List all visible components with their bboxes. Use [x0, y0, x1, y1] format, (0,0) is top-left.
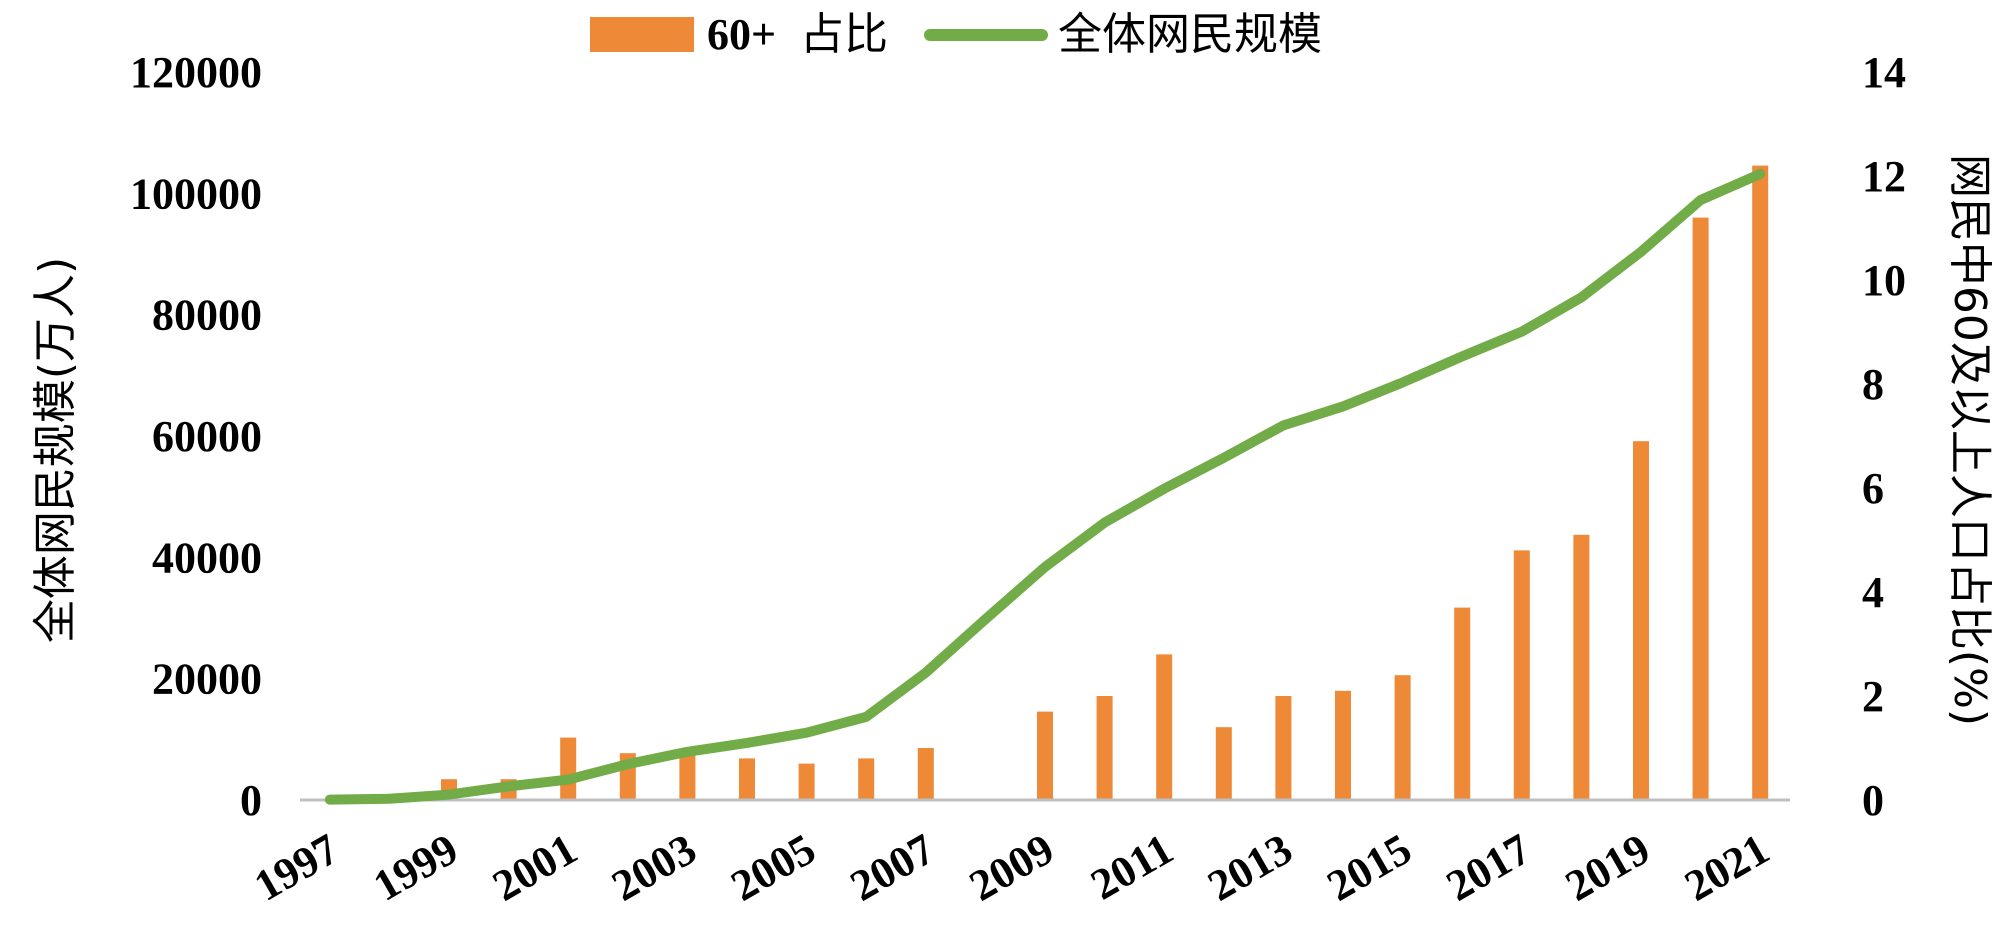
legend-label-bar-prefix: 60+ [707, 10, 776, 59]
x-tick-label: 2009 [961, 824, 1062, 910]
x-tick-label: 2017 [1438, 824, 1539, 910]
y-left-tick-labels: 0 20000 40000 60000 80000 100000 120000 [130, 48, 262, 825]
x-tick-label: 2021 [1676, 824, 1777, 910]
y-right-tick-label: 2 [1862, 672, 1884, 721]
x-tick-labels: 1997 1999 2001 2003 2005 2007 2009 2011 … [246, 824, 1777, 910]
y-right-tick-label: 0 [1862, 776, 1884, 825]
y-left-tick-label: 40000 [152, 533, 262, 582]
x-tick-label: 2013 [1200, 824, 1301, 910]
bar [1037, 711, 1053, 800]
x-tick-label: 2005 [723, 824, 824, 910]
y-left-tick-label: 0 [240, 776, 262, 825]
y-right-tick-label: 4 [1862, 568, 1884, 617]
bar [1215, 727, 1232, 800]
x-tick-label: 2003 [604, 824, 705, 910]
bar [1335, 690, 1351, 800]
bar [1156, 654, 1173, 800]
bar [1513, 550, 1530, 800]
bar [1275, 696, 1292, 800]
bar [679, 753, 696, 800]
line-series [324, 168, 1766, 805]
bar [1633, 441, 1649, 800]
y-right-tick-label: 14 [1862, 48, 1906, 97]
y-left-tick-label: 60000 [152, 412, 262, 461]
y-left-tick-label: 120000 [130, 48, 262, 97]
bar [739, 758, 755, 800]
legend: 60+ 占比 全体网民规模 [590, 9, 1322, 60]
y-left-tick-label: 20000 [152, 655, 262, 704]
bar-series [441, 165, 1769, 801]
y-left-tick-label: 80000 [152, 291, 262, 340]
x-tick-label: 1997 [246, 824, 347, 910]
x-tick-label: 1999 [365, 824, 466, 910]
legend-label-bar-suffix: 占比 [800, 9, 888, 60]
y-right-tick-label: 8 [1862, 360, 1884, 409]
x-tick-label: 2007 [842, 824, 943, 910]
bar [917, 748, 934, 800]
x-tick-label: 2011 [1083, 824, 1182, 909]
legend-swatch-bar [590, 17, 694, 52]
bar [1394, 675, 1411, 800]
y-left-tick-label: 100000 [130, 169, 262, 218]
y-left-axis-title: 全体网民规模(万人) [30, 257, 81, 643]
y-right-axis-title: 网民中60及以上人口占比(%) [1944, 154, 1995, 726]
bar [858, 758, 875, 800]
bar [560, 737, 577, 800]
bar [798, 763, 815, 800]
y-right-tick-labels: 0 2 4 6 8 10 12 14 [1862, 48, 1906, 825]
bar [1096, 696, 1113, 800]
y-right-tick-label: 6 [1862, 464, 1884, 513]
x-tick-label: 2001 [484, 824, 585, 910]
bar [1454, 607, 1471, 800]
legend-label-line: 全体网民规模 [1058, 9, 1322, 60]
bar [1692, 217, 1709, 801]
y-right-tick-label: 12 [1862, 152, 1906, 201]
bar [1752, 165, 1769, 801]
x-tick-label: 2015 [1319, 824, 1420, 910]
y-right-tick-label: 10 [1862, 256, 1906, 305]
x-tick-label: 2019 [1557, 824, 1658, 910]
bar [1573, 534, 1590, 800]
